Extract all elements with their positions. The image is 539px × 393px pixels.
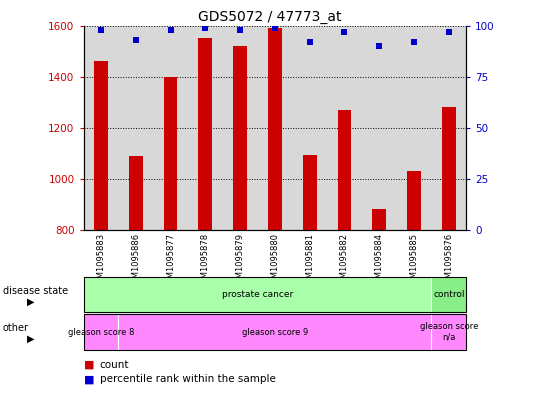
Text: ▶: ▶ <box>27 297 34 307</box>
Point <box>271 24 279 31</box>
Point <box>340 29 349 35</box>
Point <box>445 29 453 35</box>
Point <box>201 24 210 31</box>
Point <box>236 26 244 33</box>
Point <box>132 37 140 43</box>
Bar <box>163 77 177 230</box>
Point <box>410 39 418 45</box>
Text: ▶: ▶ <box>27 334 34 344</box>
Point <box>375 43 384 49</box>
Text: GDS5072 / 47773_at: GDS5072 / 47773_at <box>198 10 341 24</box>
Bar <box>372 209 386 230</box>
Bar <box>442 107 456 230</box>
Bar <box>198 38 212 230</box>
Bar <box>268 28 282 230</box>
Point <box>166 26 175 33</box>
Text: prostate cancer: prostate cancer <box>222 290 293 299</box>
Bar <box>129 156 143 230</box>
Text: count: count <box>100 360 129 370</box>
Text: ■: ■ <box>84 360 94 370</box>
Bar <box>233 46 247 230</box>
Text: other: other <box>3 323 29 333</box>
Point <box>306 39 314 45</box>
Text: percentile rank within the sample: percentile rank within the sample <box>100 374 275 384</box>
Text: disease state: disease state <box>3 286 68 296</box>
Text: gleason score 9: gleason score 9 <box>242 328 308 336</box>
Bar <box>94 61 108 230</box>
Bar <box>303 154 316 230</box>
Text: control: control <box>433 290 465 299</box>
Text: gleason score
n/a: gleason score n/a <box>420 322 478 342</box>
Text: gleason score 8: gleason score 8 <box>68 328 134 336</box>
Bar <box>337 110 351 230</box>
Text: ■: ■ <box>84 374 94 384</box>
Bar <box>407 171 421 230</box>
Point <box>96 26 105 33</box>
